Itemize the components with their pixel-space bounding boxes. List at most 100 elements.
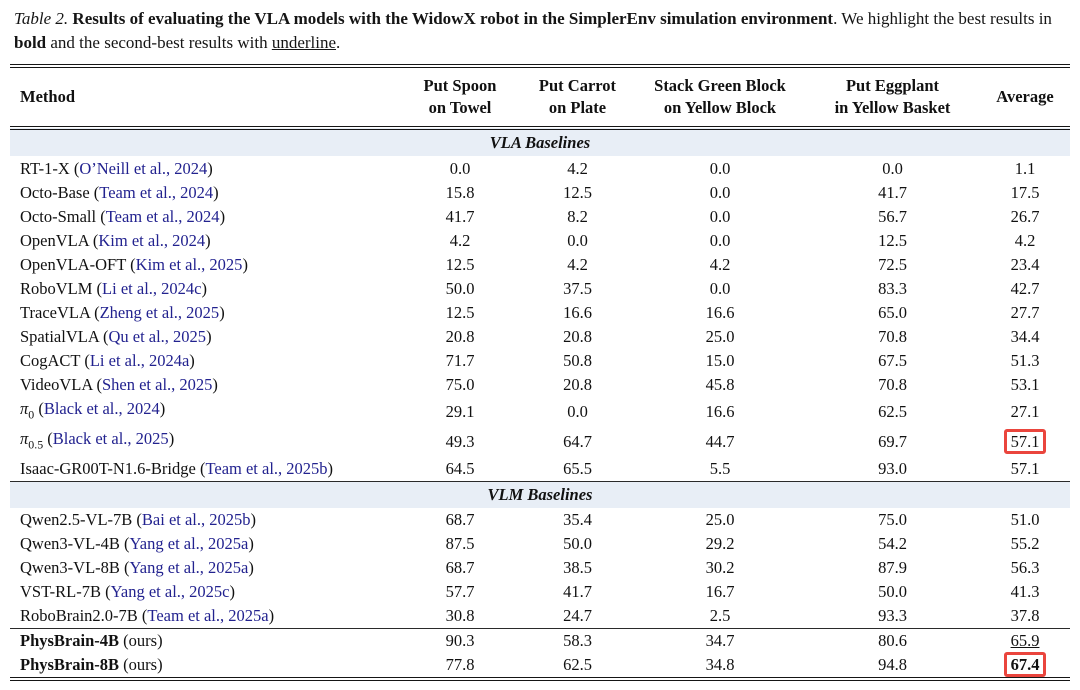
table-caption: Table 2. Results of evaluating the VLA m… <box>0 0 1080 55</box>
value-cell: 70.8 <box>805 372 980 396</box>
value-cell: 94.8 <box>805 653 980 679</box>
value-cell: 29.1 <box>400 396 520 426</box>
cell-value: 64.7 <box>563 431 592 451</box>
method-cell: Isaac-GR00T-N1.6-Bridge (Team et al., 20… <box>20 459 334 479</box>
value-cell: 58.3 <box>520 628 635 653</box>
average-cell: 57.1 <box>980 457 1070 482</box>
citation-link[interactable]: O’Neill et al., 2024 <box>79 158 208 178</box>
cell-value: 20.8 <box>563 326 592 346</box>
cell-value: 27.1 <box>1010 401 1040 421</box>
cell-value: 30.2 <box>705 558 735 578</box>
citation-link[interactable]: Black et al., 2025 <box>52 428 169 448</box>
method-name: Qwen3-VL-8B <box>20 558 120 578</box>
method-cell: SpatialVLA (Qu et al., 2025) <box>20 326 212 346</box>
table-row: RT-1-X (O’Neill et al., 2024) 0.0 4.2 0.0 0.… <box>10 156 1070 180</box>
cell-value: 83.3 <box>878 278 907 298</box>
cell-value: 58.3 <box>563 631 592 651</box>
citation-link[interactable]: Kim et al., 2025 <box>135 254 243 274</box>
average-cell: 57.1 <box>980 426 1070 456</box>
caption-text-1: . We highlight the best results in <box>833 9 1052 28</box>
method-cell: PhysBrain-8B (ours) <box>20 655 163 675</box>
cell-value: 0.0 <box>882 158 903 178</box>
cell-value: 16.6 <box>705 401 735 421</box>
cell-value: 94.8 <box>878 655 907 675</box>
value-cell: 25.0 <box>635 508 805 532</box>
cell-value: 0.0 <box>567 401 588 421</box>
caption-text-3: . <box>336 33 341 52</box>
table-row: PhysBrain-8B (ours) 77.8 62.5 34.8 94.8 67.4 <box>10 652 1070 679</box>
citation-link[interactable]: Shen et al., 2025 <box>101 374 213 394</box>
cell-value: 62.5 <box>563 655 592 675</box>
cell-value: 72.5 <box>878 254 907 274</box>
citation-link[interactable]: Bai et al., 2025b <box>141 510 251 530</box>
average-cell: 51.0 <box>980 508 1070 532</box>
value-cell: 87.9 <box>805 556 980 580</box>
cell-value: 12.5 <box>445 254 475 274</box>
citation-link[interactable]: Kim et al., 2024 <box>98 230 206 250</box>
table-row: Octo-Base (Team et al., 2024) 15.8 12.5 0.0… <box>10 180 1070 204</box>
citation-link[interactable]: Zheng et al., 2025 <box>99 302 220 322</box>
table-header: Method Put Spoon on Towel Put Carrot on Plat… <box>10 66 1070 128</box>
cell-value: 41.3 <box>1010 582 1040 602</box>
cell-value: 4.2 <box>709 254 731 274</box>
value-cell: 65.5 <box>520 457 635 482</box>
cell-value: 25.0 <box>705 326 735 346</box>
citation-link[interactable]: Li et al., 2024a <box>89 350 190 370</box>
value-cell: 34.7 <box>635 628 805 653</box>
citation-link[interactable]: Black et al., 2024 <box>43 398 160 418</box>
cell-value: 93.3 <box>878 606 907 626</box>
cell-value: 50.8 <box>563 350 592 370</box>
table-row: Octo-Small (Team et al., 2024) 41.7 8.2 0.0… <box>10 204 1070 228</box>
citation-link[interactable]: Team et al., 2025a <box>147 606 269 626</box>
citation-link[interactable]: Li et al., 2024c <box>102 278 202 298</box>
method-cell: Octo-Small (Team et al., 2024) <box>20 206 226 226</box>
citation-link[interactable]: Team et al., 2025b <box>205 459 328 479</box>
average-cell: 41.3 <box>980 580 1070 604</box>
cell-value: 27.7 <box>1010 302 1040 322</box>
cell-value: 37.5 <box>563 278 592 298</box>
method-name: Isaac-GR00T-N1.6-Bridge <box>20 459 196 479</box>
citation-link[interactable]: Team et al., 2024 <box>105 206 220 226</box>
method-cell: RoboVLM (Li et al., 2024c) <box>20 278 207 298</box>
cell-value: 16.7 <box>705 582 735 602</box>
value-cell: 0.0 <box>805 156 980 180</box>
citation-link[interactable]: Team et al., 2024 <box>99 182 214 202</box>
cell-value: 67.5 <box>878 350 907 370</box>
cell-value: 0.0 <box>449 158 471 178</box>
value-cell: 41.7 <box>400 204 520 228</box>
caption-underline-word: underline <box>271 33 337 52</box>
method-cell: VideoVLA (Shen et al., 2025) <box>20 374 218 394</box>
method-name: π0.5 <box>20 428 44 452</box>
cell-value: 80.6 <box>878 631 907 651</box>
citation-link[interactable]: Yang et al., 2025c <box>110 582 230 602</box>
cell-value: 16.6 <box>705 302 735 322</box>
cell-value: 42.7 <box>1010 278 1040 298</box>
average-cell: 65.9 <box>980 628 1070 653</box>
caption-text-2: and the second-best results with <box>46 33 272 52</box>
value-cell: 69.7 <box>805 426 980 456</box>
value-cell: 4.2 <box>520 156 635 180</box>
cell-value: 0.0 <box>709 278 731 298</box>
table-row: RoboVLM (Li et al., 2024c) 50.0 37.5 0.0 83.… <box>10 276 1070 300</box>
method-name: RoboBrain2.0-7B <box>20 606 138 626</box>
average-cell: 4.2 <box>980 228 1070 252</box>
citation-link[interactable]: Qu et al., 2025 <box>108 326 207 346</box>
value-cell: 0.0 <box>635 180 805 204</box>
caption-bold-word: bold <box>14 33 47 52</box>
method-cell: CogACT (Li et al., 2024a) <box>20 350 195 370</box>
method-cell: RT-1-X (O’Neill et al., 2024) <box>20 158 213 178</box>
citation-link[interactable]: Yang et al., 2025a <box>129 534 249 554</box>
method-cell: Qwen2.5-VL-7B (Bai et al., 2025b) <box>20 510 257 530</box>
citation-link[interactable]: Yang et al., 2025a <box>129 558 249 578</box>
cell-value: 41.7 <box>878 182 907 202</box>
average-cell: 26.7 <box>980 204 1070 228</box>
column-header: Stack Green Block on Yellow Block <box>654 76 786 117</box>
average-cell: 42.7 <box>980 276 1070 300</box>
cell-value: 54.2 <box>878 534 907 554</box>
cell-value: 4.2 <box>449 230 471 250</box>
cell-value: 50.0 <box>445 278 475 298</box>
table-row: VideoVLA (Shen et al., 2025) 75.0 20.8 45.8… <box>10 372 1070 396</box>
cell-value: 2.5 <box>709 606 731 626</box>
value-cell: 64.7 <box>520 426 635 456</box>
method-name: SpatialVLA <box>20 326 99 346</box>
